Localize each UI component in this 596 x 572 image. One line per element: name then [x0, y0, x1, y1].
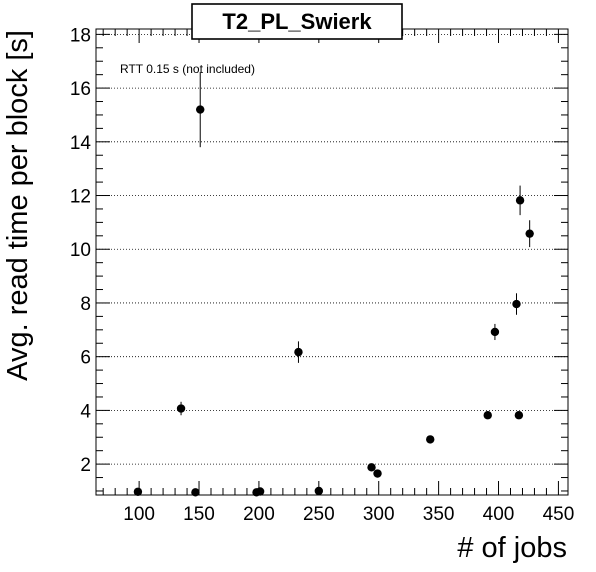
- title-box: [191, 3, 403, 40]
- y-tick-label: 2: [80, 455, 91, 476]
- x-tick-label: 450: [543, 504, 575, 525]
- point-marker: [515, 196, 525, 205]
- y-tick-label: 8: [80, 294, 91, 315]
- data-point: [373, 469, 382, 478]
- data-point: [191, 488, 200, 497]
- point-marker: [512, 299, 521, 309]
- data-point: [490, 323, 500, 341]
- y-tick-label: 16: [70, 79, 91, 100]
- x-tick-label: 200: [243, 504, 275, 525]
- data-point: [367, 463, 376, 472]
- point-marker: [373, 469, 382, 478]
- x-tick-labels: 100 150 200 250 300 350 400 450: [123, 504, 574, 525]
- point-marker: [294, 347, 303, 357]
- grid-lines: [96, 33, 568, 465]
- x-axis-title: # of jobs: [457, 532, 567, 564]
- data-point: [483, 411, 492, 420]
- x-tick-label: 250: [303, 504, 335, 525]
- point-marker: [426, 435, 435, 444]
- data-point: [255, 487, 265, 496]
- y-tick-label: 18: [70, 25, 91, 46]
- point-marker: [133, 487, 143, 496]
- y-tick-label: 12: [70, 187, 91, 208]
- data-points: [133, 71, 534, 497]
- x-tick-label: 150: [183, 504, 215, 525]
- y-axis-title: Avg. read time per block [s]: [2, 30, 34, 381]
- y-tick-label: 10: [70, 240, 91, 261]
- point-marker: [314, 486, 324, 496]
- rtt-annotation: RTT 0.15 s (not included): [120, 62, 255, 76]
- x-tick-label: 350: [423, 504, 455, 525]
- plot-frame: [95, 28, 569, 496]
- x-tick-label: 100: [123, 504, 155, 525]
- point-marker: [525, 229, 534, 238]
- y-tick-labels: 2 4 6 8 10 12 14 16 18: [70, 25, 92, 476]
- point-marker: [255, 487, 265, 496]
- data-point: [176, 401, 186, 416]
- data-point: [512, 293, 521, 315]
- point-marker: [196, 105, 205, 114]
- point-marker: [367, 463, 376, 472]
- data-point: [525, 220, 534, 248]
- x-tick-label: 400: [483, 504, 515, 525]
- chart-title: T2_PL_Swierk: [222, 9, 372, 34]
- data-point: [426, 435, 435, 444]
- y-tick-label: 4: [80, 401, 91, 422]
- point-marker: [514, 411, 524, 420]
- data-point: [196, 71, 205, 148]
- y-tick-label: 6: [80, 348, 91, 369]
- point-marker: [191, 488, 200, 497]
- data-point: [314, 486, 324, 496]
- data-point: [514, 411, 524, 420]
- point-marker: [483, 411, 492, 420]
- data-point: [515, 185, 525, 216]
- point-marker: [176, 404, 186, 413]
- x-tick-label: 300: [363, 504, 395, 525]
- point-marker: [490, 327, 500, 337]
- data-point: [133, 487, 143, 496]
- data-point: [294, 341, 303, 363]
- y-tick-label: 14: [70, 133, 92, 154]
- axis-ticks: [96, 29, 568, 495]
